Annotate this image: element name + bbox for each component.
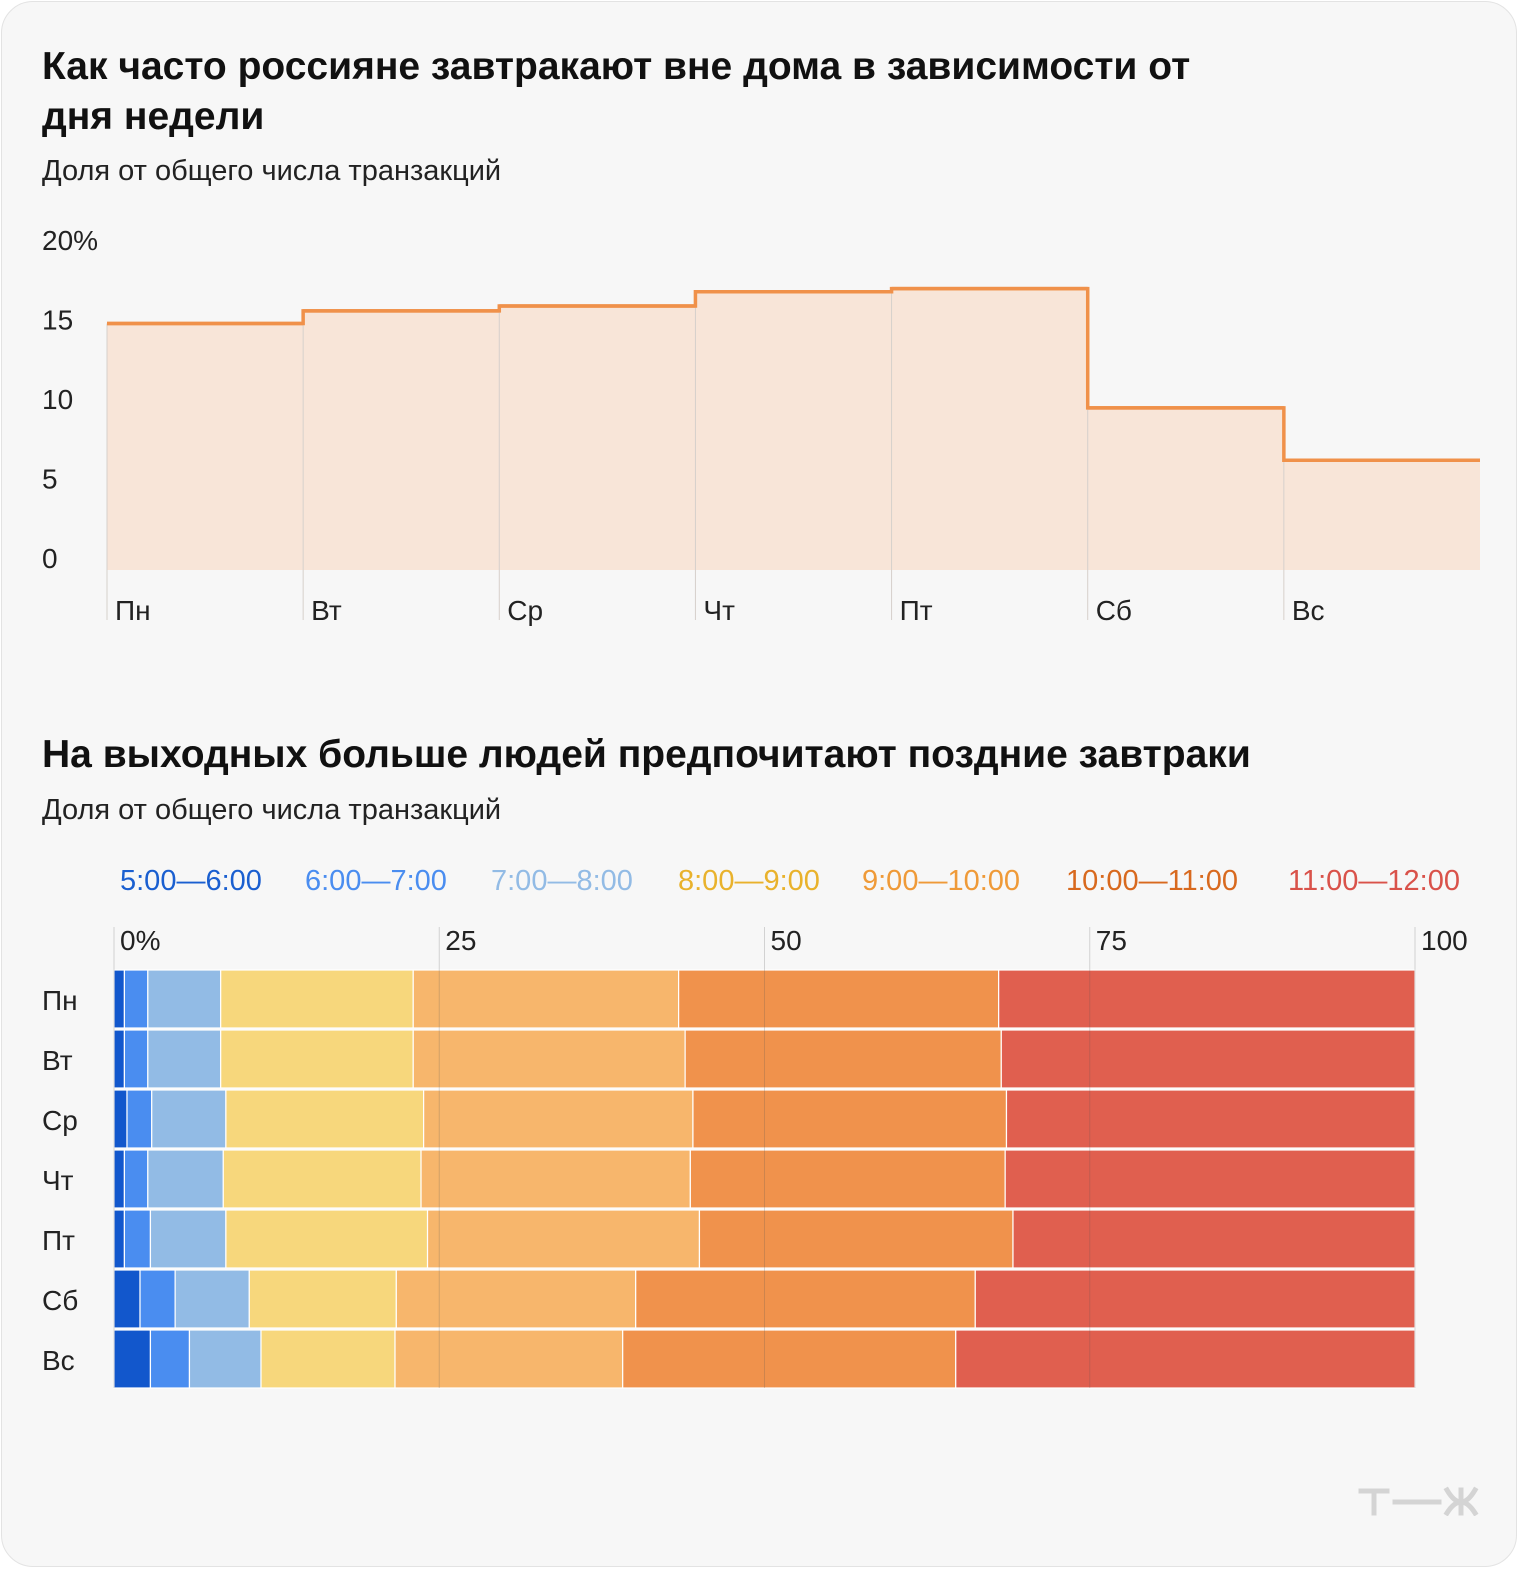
area-fill: [107, 288, 1480, 570]
bar-segment: [147, 1029, 222, 1089]
bar-segment: [149, 1329, 191, 1389]
bar-segment: [123, 1149, 149, 1209]
bar-segment: [412, 1029, 686, 1089]
bar-segment: [955, 1329, 1416, 1389]
bar-segment: [1005, 1089, 1416, 1149]
bar-segment: [174, 1269, 250, 1329]
bar-segment: [113, 1209, 126, 1269]
bar-segment: [123, 969, 149, 1029]
bar-segment: [692, 1089, 1008, 1149]
x-tick-label: 50: [771, 925, 802, 956]
bar-segment: [394, 1329, 624, 1389]
bar-segment: [139, 1269, 176, 1329]
legend-item: 5:00—6:00: [120, 865, 262, 897]
legend-item: 7:00—8:00: [491, 865, 633, 897]
bar-segment: [635, 1269, 976, 1329]
x-tick-label: Вт: [311, 595, 342, 626]
bar-segment: [684, 1029, 1002, 1089]
bar-segment: [123, 1029, 149, 1089]
step-area-chart: 20% 15 10 5 0 Пн Вт Ср Чт Пт Сб Вс: [42, 225, 1480, 626]
bar-segment: [698, 1209, 1014, 1269]
chart1-title: Как часто россияне завтракают вне дома в…: [42, 45, 1191, 138]
bar-segment: [113, 1269, 141, 1329]
bar-segment: [123, 1209, 152, 1269]
y-tick-label: 5: [42, 464, 58, 495]
y-tick-label: Пт: [42, 1225, 75, 1256]
bar-segment: [220, 1029, 414, 1089]
x-tick-label: Сб: [1096, 595, 1132, 626]
bar-segment: [974, 1269, 1416, 1329]
x-tick-label: Пн: [115, 595, 151, 626]
chart2-subtitle: Доля от общего числа транзакций: [42, 794, 502, 826]
bar-segment: [678, 969, 1000, 1029]
bar-segment: [126, 1089, 153, 1149]
bar-segment: [248, 1269, 397, 1329]
bar-segment: [412, 969, 680, 1029]
x-tick-label: Ср: [507, 595, 543, 626]
x-tick-label: 100: [1421, 925, 1468, 956]
legend-item: 10:00—11:00: [1066, 865, 1238, 897]
bar-segment: [1012, 1209, 1416, 1269]
bar-segment: [113, 969, 126, 1029]
bar-segment: [147, 969, 222, 1029]
legend-item: 8:00—9:00: [678, 865, 820, 897]
bar-segment: [113, 1089, 128, 1149]
bar-segment: [1000, 1029, 1416, 1089]
bar-segment: [622, 1329, 957, 1389]
x-tick-label: 25: [445, 925, 476, 956]
bar-segment: [188, 1329, 262, 1389]
y-tick-label: 15: [42, 305, 73, 336]
y-tick-label: Пн: [42, 985, 78, 1016]
bar-segment: [222, 1149, 422, 1209]
chart1-subtitle: Доля от общего числа транзакций: [42, 155, 502, 187]
y-tick-label: Чт: [42, 1165, 74, 1196]
bar-segment: [423, 1089, 694, 1149]
legend-item: 11:00—12:00: [1288, 865, 1460, 897]
bar-segment: [151, 1089, 227, 1149]
bar-segment: [113, 1029, 126, 1089]
y-tick-label: Вт: [42, 1045, 73, 1076]
bar-segment: [113, 1149, 126, 1209]
bar-segment: [426, 1209, 701, 1269]
bar-segment: [113, 1329, 152, 1389]
bar-segment: [220, 969, 414, 1029]
bar-segment: [420, 1149, 691, 1209]
chart2-title: На выходных больше людей предпочитают по…: [42, 733, 1251, 776]
bar-segment: [225, 1209, 429, 1269]
bar-segment: [1004, 1149, 1416, 1209]
x-tick-label: Пт: [900, 595, 933, 626]
bar-segment: [998, 969, 1416, 1029]
x-tick-label: 0%: [120, 925, 160, 956]
y-tick-label: Сб: [42, 1285, 78, 1316]
y-tick-label: 10: [42, 384, 73, 415]
bar-segment: [147, 1149, 224, 1209]
legend-item: 9:00—10:00: [862, 865, 1020, 897]
bar-segment: [149, 1209, 227, 1269]
y-tick-label: Ср: [42, 1105, 78, 1136]
bar-segment: [260, 1329, 396, 1389]
y-tick-label: Вс: [42, 1345, 75, 1376]
bar-segment: [395, 1269, 637, 1329]
bar-segment: [689, 1149, 1006, 1209]
legend-item: 6:00—7:00: [305, 865, 447, 897]
x-tick-label: Вс: [1292, 595, 1325, 626]
y-tick-label: 20%: [42, 225, 98, 256]
y-tick-label: 0: [42, 543, 58, 574]
x-tick-label: Чт: [703, 595, 735, 626]
x-tick-label: 75: [1096, 925, 1127, 956]
tzh-logo-icon: [1358, 1486, 1479, 1516]
bar-segment: [225, 1089, 425, 1149]
